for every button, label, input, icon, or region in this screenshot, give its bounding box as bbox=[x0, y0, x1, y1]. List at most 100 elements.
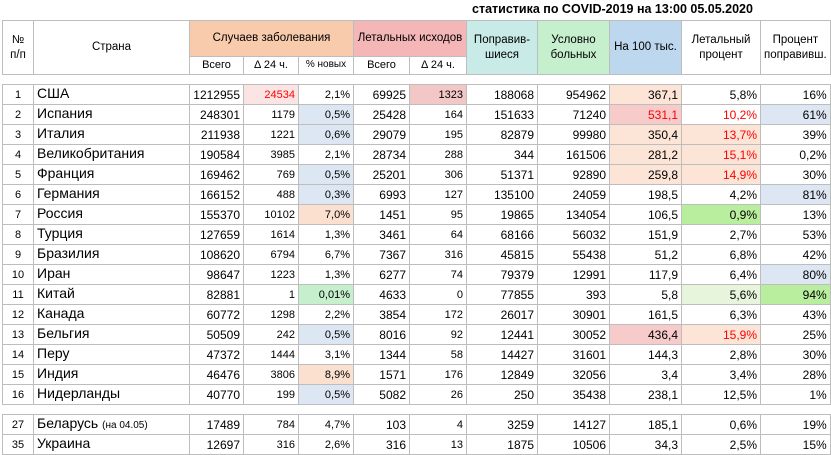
per-100k: 531,1 bbox=[609, 104, 682, 125]
country-name: Италия bbox=[33, 124, 190, 145]
row-num: 8 bbox=[2, 224, 34, 245]
cases-delta: 10102 bbox=[243, 204, 299, 225]
recovery-pct: 19% bbox=[760, 414, 831, 435]
deaths-delta: 316 bbox=[409, 244, 467, 265]
row-num: 3 bbox=[2, 124, 34, 145]
cases-delta: 242 bbox=[243, 324, 299, 345]
country-name: Нидерланды bbox=[33, 384, 190, 405]
country-label: Канада bbox=[37, 305, 85, 322]
new-cases-pct: 0,6% bbox=[298, 124, 354, 145]
deaths-total: 1451 bbox=[353, 204, 410, 225]
country-label: Нидерланды bbox=[37, 385, 121, 402]
cases-total: 82881 bbox=[189, 284, 244, 305]
deaths-delta: 164 bbox=[409, 104, 467, 125]
country-label: Бразилия bbox=[37, 245, 100, 262]
header-cases-total: Всего bbox=[189, 55, 244, 76]
row-num: 27 bbox=[2, 414, 34, 435]
table-row: 6 Германия 166152 488 0,3% 6993 127 135100 2405… bbox=[2, 184, 831, 205]
page-title: статистика по COVID-2019 на 13:00 05.05.… bbox=[472, 2, 753, 16]
recovery-pct: 13% bbox=[760, 204, 831, 225]
table-row: 4 Великобритания 190584 3985 2,1% 28734 288 34… bbox=[2, 144, 831, 165]
country-label: Украина bbox=[37, 435, 91, 452]
header-recovered: Поправив-шиеся bbox=[466, 20, 538, 75]
recovered: 12849 bbox=[466, 364, 538, 385]
deaths-total: 6277 bbox=[353, 264, 410, 285]
new-cases-pct: 3,1% bbox=[298, 344, 354, 365]
deaths-total: 1571 bbox=[353, 364, 410, 385]
country-name: Канада bbox=[33, 304, 190, 325]
country-name: Испания bbox=[33, 104, 190, 125]
header-num: № п/п bbox=[2, 20, 34, 75]
active-cases: 954962 bbox=[537, 84, 610, 105]
deaths-delta: 1323 bbox=[409, 84, 467, 105]
active-cases: 71240 bbox=[537, 104, 610, 125]
lethal-pct: 5,6% bbox=[681, 284, 761, 305]
lethal-pct: 15,1% bbox=[681, 144, 761, 165]
header-recovery: Процент поправивш. bbox=[760, 20, 831, 75]
per-100k: 281,2 bbox=[609, 144, 682, 165]
recovery-pct: 53% bbox=[760, 224, 831, 245]
row-num: 2 bbox=[2, 104, 34, 125]
new-cases-pct: 0,5% bbox=[298, 384, 354, 405]
table-row: 14 Перу 47372 1444 3,1% 1344 58 14427 31601 144,… bbox=[2, 344, 831, 365]
header-active: Условно больных bbox=[537, 20, 610, 75]
deaths-delta: 288 bbox=[409, 144, 467, 165]
country-label: Бельгия bbox=[37, 325, 90, 342]
header-deaths-delta: Δ 24 ч. bbox=[409, 55, 467, 76]
lethal-pct: 6,4% bbox=[681, 264, 761, 285]
cases-delta: 3806 bbox=[243, 364, 299, 385]
cases-total: 211938 bbox=[189, 124, 244, 145]
row-num: 35 bbox=[2, 434, 34, 455]
per-100k: 3,4 bbox=[609, 364, 682, 385]
active-cases: 161506 bbox=[537, 144, 610, 165]
recovered: 51371 bbox=[466, 164, 538, 185]
deaths-total: 29079 bbox=[353, 124, 410, 145]
deaths-total: 8016 bbox=[353, 324, 410, 345]
new-cases-pct: 8,9% bbox=[298, 364, 354, 385]
new-cases-pct: 2,1% bbox=[298, 84, 354, 105]
table-row: 12 Канада 60772 1298 2,2% 3854 172 26017 30901 1… bbox=[2, 304, 831, 325]
country-name: Франция bbox=[33, 164, 190, 185]
per-100k: 117,9 bbox=[609, 264, 682, 285]
deaths-total: 28734 bbox=[353, 144, 410, 165]
row-num: 6 bbox=[2, 184, 34, 205]
country-name: Иран bbox=[33, 264, 190, 285]
recovered: 82879 bbox=[466, 124, 538, 145]
per-100k: 350,4 bbox=[609, 124, 682, 145]
lethal-pct: 10,2% bbox=[681, 104, 761, 125]
cases-total: 190584 bbox=[189, 144, 244, 165]
active-cases: 14127 bbox=[537, 414, 610, 435]
table-row: 16 Нидерланды 40770 199 0,5% 5082 26 250 35438 2… bbox=[2, 384, 831, 405]
lethal-pct: 14,9% bbox=[681, 164, 761, 185]
country-label: Турция bbox=[37, 225, 83, 242]
lethal-pct: 5,8% bbox=[681, 84, 761, 105]
recovered: 3259 bbox=[466, 414, 538, 435]
row-num: 10 bbox=[2, 264, 34, 285]
table-row: 5 Франция 169462 769 0,5% 25201 306 51371 92890… bbox=[2, 164, 831, 185]
new-cases-pct: 7,0% bbox=[298, 204, 354, 225]
lethal-pct: 2,5% bbox=[681, 434, 761, 455]
deaths-delta: 4 bbox=[409, 414, 467, 435]
lethal-pct: 13,7% bbox=[681, 124, 761, 145]
header-per100k: На 100 тыс. bbox=[609, 20, 682, 75]
cases-total: 166152 bbox=[189, 184, 244, 205]
active-cases: 393 bbox=[537, 284, 610, 305]
spacer-row bbox=[2, 74, 831, 85]
lethal-pct: 6,8% bbox=[681, 244, 761, 265]
deaths-total: 5082 bbox=[353, 384, 410, 405]
cases-delta: 488 bbox=[243, 184, 299, 205]
new-cases-pct: 0,5% bbox=[298, 164, 354, 185]
active-cases: 134054 bbox=[537, 204, 610, 225]
recovered: 68166 bbox=[466, 224, 538, 245]
recovery-pct: 0,2% bbox=[760, 144, 831, 165]
new-cases-pct: 1,3% bbox=[298, 264, 354, 285]
table-row: 1 США 1212955 24534 2,1% 69925 1323 188068 9549… bbox=[2, 84, 831, 105]
active-cases: 56032 bbox=[537, 224, 610, 245]
cases-total: 248301 bbox=[189, 104, 244, 125]
recovery-pct: 30% bbox=[760, 164, 831, 185]
header-deaths: Летальных исходов bbox=[353, 20, 467, 57]
recovery-pct: 25% bbox=[760, 324, 831, 345]
country-label: Великобритания bbox=[37, 145, 145, 162]
table-row: 11 Китай 82881 1 0,01% 4633 0 77855 393 5,8 5,6% 9… bbox=[2, 284, 831, 305]
active-cases: 99980 bbox=[537, 124, 610, 145]
